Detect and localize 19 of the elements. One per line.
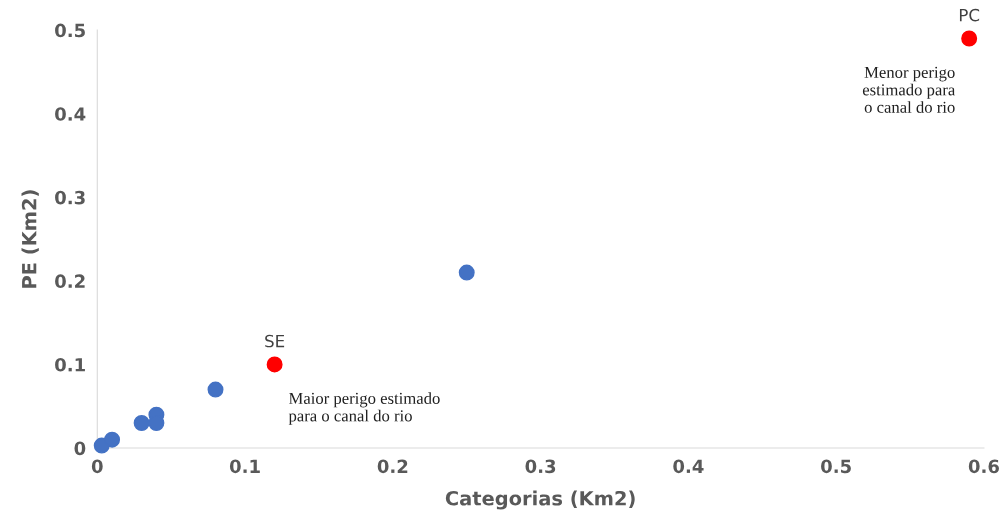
- annotation: Maior perigo estimado para o canal do rio: [288, 392, 440, 425]
- y-tick-label: 0.5: [55, 23, 85, 38]
- x-tick-label: 0.1: [229, 459, 260, 474]
- x-tick-label: 0.6: [968, 459, 999, 474]
- annotation: PC: [959, 8, 980, 22]
- x-axis-title: Categorias (Km2): [445, 490, 635, 510]
- x-tick-label: 0: [91, 459, 103, 474]
- x-tick-label: 0.4: [673, 459, 704, 474]
- x-tick-label: 0.2: [377, 459, 408, 474]
- y-tick-label: 0: [74, 441, 86, 456]
- y-axis-title: PE (Km2): [21, 190, 39, 288]
- y-tick-label: 0.1: [55, 357, 85, 372]
- x-tick-label: 0.3: [525, 459, 556, 474]
- y-tick-label: 0.4: [55, 107, 86, 121]
- y-tick-label: 0.2: [55, 274, 85, 289]
- x-tick-label: 0.5: [821, 459, 851, 474]
- y-tick-label: 0.3: [55, 190, 85, 205]
- annotation: Menor perigo estimado para o canal do rio: [862, 66, 956, 113]
- annotation: SE: [265, 334, 285, 348]
